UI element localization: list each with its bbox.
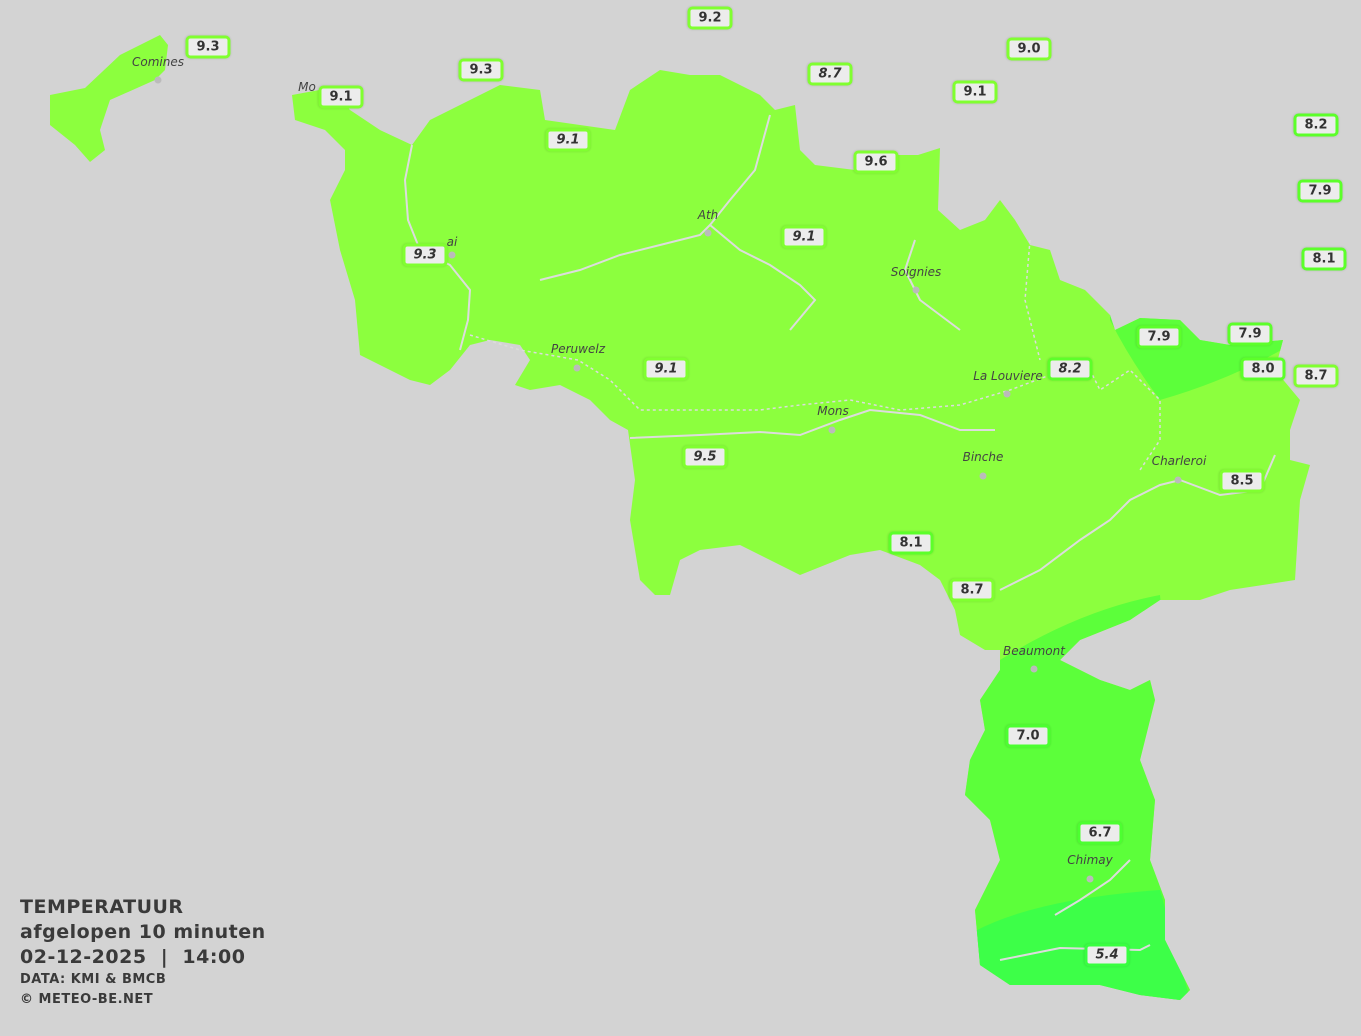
city-label: Beaumont — [1003, 644, 1065, 658]
station-temperature[interactable]: 8.2 — [1047, 357, 1093, 381]
station-temperature[interactable]: 9.1 — [781, 225, 827, 249]
station-temperature[interactable]: 5.4 — [1084, 943, 1130, 967]
station-temperature[interactable]: 9.0 — [1006, 37, 1052, 61]
legend-source: DATA: KMI & BMCB — [20, 972, 167, 987]
station-temperature[interactable]: 8.0 — [1240, 357, 1286, 381]
city-dot — [448, 251, 456, 259]
city-dot — [979, 472, 987, 480]
station-temperature[interactable]: 9.1 — [643, 357, 689, 381]
station-temperature[interactable]: 9.1 — [318, 85, 364, 109]
station-temperature[interactable]: 9.3 — [185, 35, 231, 59]
rivers — [403, 114, 1276, 961]
station-temperature[interactable]: 6.7 — [1077, 821, 1123, 845]
city-label: Mons — [817, 404, 849, 418]
legend-title: TEMPERATUUR — [20, 896, 184, 918]
station-temperature[interactable]: 9.1 — [545, 128, 591, 152]
city-label: Soignies — [890, 265, 942, 279]
borders — [469, 239, 1161, 471]
station-temperature[interactable]: 7.9 — [1136, 325, 1182, 349]
station-temperature[interactable]: 8.1 — [1301, 247, 1347, 271]
city-label: La Louviere — [973, 369, 1043, 383]
station-temperature[interactable]: 8.2 — [1293, 113, 1339, 137]
station-temperature[interactable]: 8.7 — [1293, 364, 1339, 388]
station-temperature[interactable]: 7.9 — [1297, 179, 1343, 203]
city-dot — [1003, 390, 1011, 398]
station-temperature[interactable]: 9.5 — [682, 445, 728, 469]
legend-period: afgelopen 10 minuten — [20, 921, 266, 943]
station-temperature[interactable]: 8.7 — [807, 62, 853, 86]
city-label: Mo — [298, 80, 316, 94]
city-dot — [573, 364, 581, 372]
city-dot — [154, 76, 162, 84]
city-label: ai — [446, 235, 458, 249]
city-dot — [1086, 875, 1094, 883]
legend-datetime: 02-12-2025 | 14:00 — [20, 946, 246, 968]
city-label: Charleroi — [1151, 454, 1207, 468]
city-dots — [154, 76, 1182, 883]
station-temperature[interactable]: 7.9 — [1227, 322, 1273, 346]
station-temperature[interactable]: 8.5 — [1219, 469, 1265, 493]
city-label: Peruwelz — [551, 342, 605, 356]
station-temperature[interactable]: 9.1 — [952, 80, 998, 104]
station-temperature[interactable]: 8.7 — [949, 578, 995, 602]
legend-copyright: © METEO-BE.NET — [20, 992, 154, 1007]
city-label: Comines — [132, 55, 184, 69]
city-dot — [1030, 665, 1038, 673]
station-temperature[interactable]: 9.6 — [853, 150, 899, 174]
city-label: Chimay — [1067, 853, 1113, 867]
city-dot — [828, 426, 836, 434]
station-temperature[interactable]: 9.2 — [687, 6, 733, 30]
station-temperature[interactable]: 8.1 — [888, 531, 934, 555]
station-temperature[interactable]: 9.3 — [402, 243, 448, 267]
city-dot — [912, 286, 920, 294]
city-dot — [704, 229, 712, 237]
city-label: Binche — [962, 450, 1004, 464]
city-dot — [1174, 476, 1182, 484]
station-temperature[interactable]: 7.0 — [1005, 724, 1051, 748]
city-label: Ath — [697, 208, 719, 222]
legend: TEMPERATUUR afgelopen 10 minuten 02-12-2… — [20, 895, 266, 1010]
station-temperature[interactable]: 9.3 — [458, 58, 504, 82]
